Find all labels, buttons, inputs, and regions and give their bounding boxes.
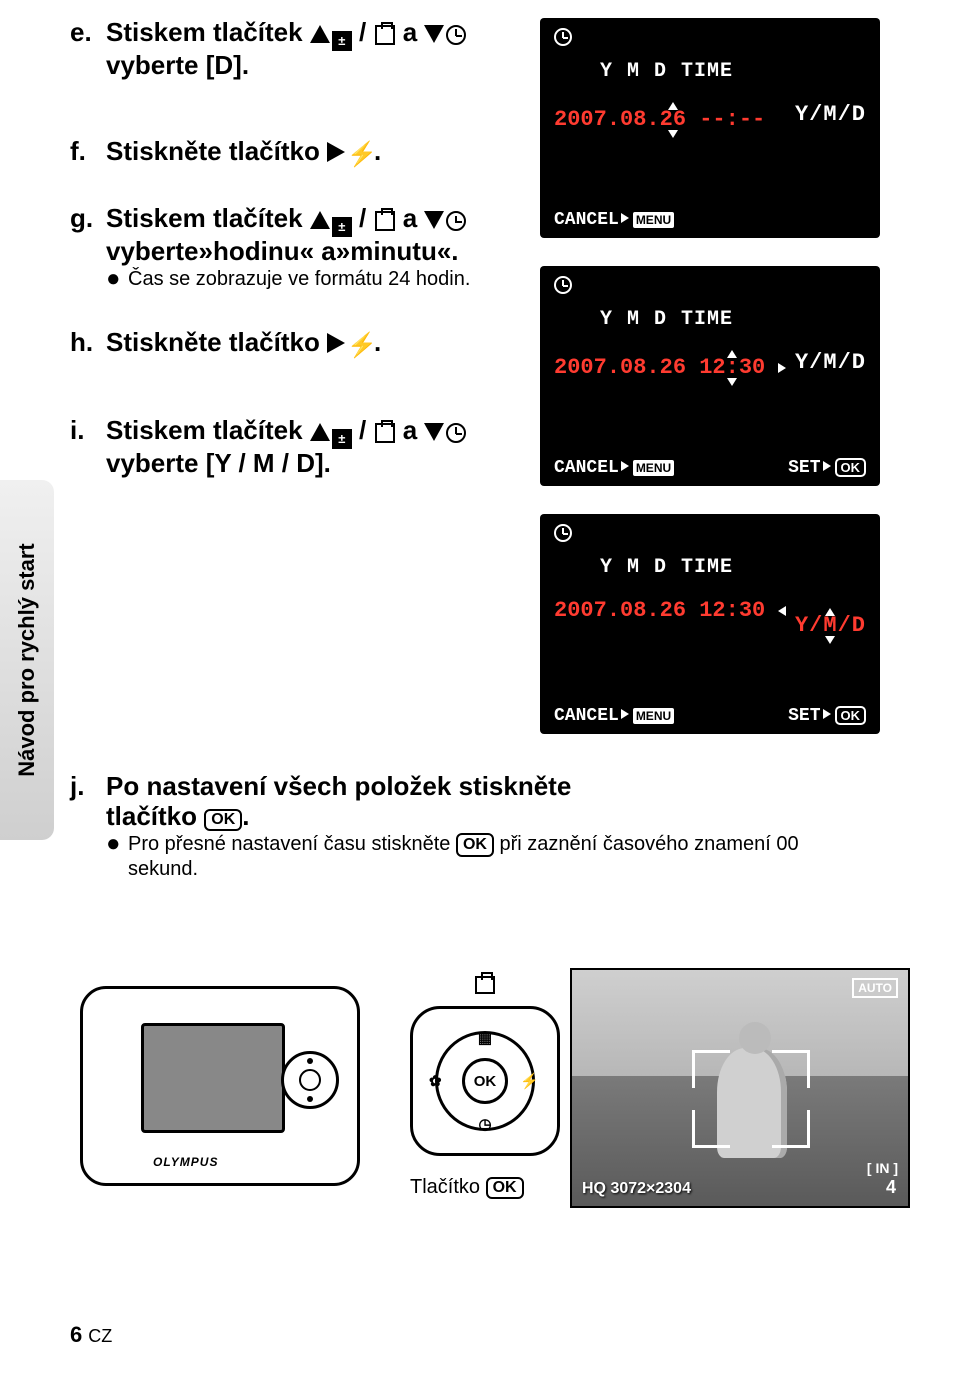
triangle-down-icon: [424, 25, 444, 43]
print-icon: [375, 423, 395, 443]
dpad-caption: Tlačítko OK: [410, 1176, 524, 1199]
exposure-icon: ±: [332, 31, 352, 51]
sample-photo: AUTO HQ 3072×2304 [ IN ] 4: [570, 968, 910, 1208]
lcd-header: YMDTIME: [600, 60, 733, 83]
clock-icon: [446, 211, 466, 231]
clock-icon: [554, 276, 572, 294]
triangle-right-icon: [327, 142, 345, 162]
clock-icon: [554, 28, 572, 46]
down-arrow-icon: [825, 636, 835, 644]
bolt-icon: ⚡: [520, 1072, 539, 1090]
side-tab-label: Návod pro rychlý start: [14, 543, 40, 777]
print-icon: [375, 211, 395, 231]
step-j: j. Po nastavení všech položek stiskněte …: [70, 772, 830, 882]
step-f: f. Stiskněte tlačítko ⚡.: [70, 137, 520, 169]
cancel-label: CANCEL: [554, 210, 619, 230]
clock-icon: ◷: [478, 1115, 491, 1133]
step-g: g. Stiskem tlačítek ± / a vyberte»hodinu…: [70, 204, 520, 292]
storage-label: [ IN ]: [867, 1160, 898, 1176]
count-label: 4: [886, 1177, 896, 1198]
ok-button-icon: OK: [204, 809, 242, 831]
page-number: 6CZ: [70, 1322, 112, 1348]
side-tab: Návod pro rychlý start: [0, 480, 54, 840]
exposure-icon: ±: [332, 217, 352, 237]
lcd-screen-1: YMDTIME 2007.08. 26 --:-- Y/M/D CANCELME…: [540, 18, 880, 238]
exposure-icon: ▦: [478, 1029, 492, 1047]
ok-button-icon: OK: [456, 833, 494, 857]
bolt-icon: ⚡: [347, 141, 374, 169]
auto-badge: AUTO: [852, 978, 898, 998]
clock-icon: [554, 524, 572, 542]
flower-icon: ✿: [429, 1072, 442, 1090]
bolt-icon: ⚡: [347, 332, 374, 360]
ok-badge: OK: [835, 458, 867, 477]
triangle-up-icon: [310, 211, 330, 229]
print-icon: [375, 25, 395, 45]
exposure-icon: ±: [332, 429, 352, 449]
step-h: h. Stiskněte tlačítko ⚡.: [70, 328, 520, 360]
camera-brand: OLYMPUS: [153, 1155, 218, 1169]
camera-lcd: [141, 1023, 285, 1133]
lcd-screen-3: YMDTIME 2007.08.26 12:30 Y/M/D CANCELMEN…: [540, 514, 880, 734]
set-label: SET: [788, 458, 820, 478]
right-arrow-icon: [778, 363, 786, 373]
focus-bracket-icon: [692, 1050, 730, 1088]
triangle-down-icon: [424, 211, 444, 229]
triangle-up-icon: [310, 25, 330, 43]
clock-icon: [446, 423, 466, 443]
ok-button-icon: OK: [486, 1177, 524, 1199]
resolution-label: HQ 3072×2304: [582, 1180, 691, 1198]
left-arrow-icon: [778, 606, 786, 616]
down-arrow-icon: [668, 130, 678, 138]
step-i: i. Stiskem tlačítek ± / a vyberte [Y / M…: [70, 416, 520, 479]
ok-center: OK: [462, 1058, 508, 1104]
camera-back-illustration: OLYMPUS: [80, 986, 360, 1206]
print-icon: [475, 976, 495, 999]
date-order: Y/M/D: [795, 102, 866, 127]
triangle-right-icon: [327, 333, 345, 353]
focus-bracket-icon: [772, 1110, 810, 1148]
camera-dpad: [281, 1051, 339, 1109]
down-arrow-icon: [727, 378, 737, 386]
focus-bracket-icon: [772, 1050, 810, 1088]
menu-badge: MENU: [633, 212, 674, 228]
bullet-icon: ●: [106, 267, 128, 291]
triangle-down-icon: [424, 423, 444, 441]
figures-row: OLYMPUS OK ▦ ◷ ✿ ⚡ Tlačítko OK: [80, 956, 900, 1256]
pointer-icon: [621, 213, 629, 223]
triangle-up-icon: [310, 423, 330, 441]
lcd-screen-2: YMDTIME 2007.08.26 12:30 Y/M/D CANCELMEN…: [540, 266, 880, 486]
dpad-illustration: OK ▦ ◷ ✿ ⚡: [410, 1006, 560, 1156]
step-e: e. Stiskem tlačítek ± / a vyberte [D].: [70, 18, 520, 81]
clock-icon: [446, 25, 466, 45]
focus-bracket-icon: [692, 1110, 730, 1148]
bullet-icon: ●: [106, 832, 128, 856]
